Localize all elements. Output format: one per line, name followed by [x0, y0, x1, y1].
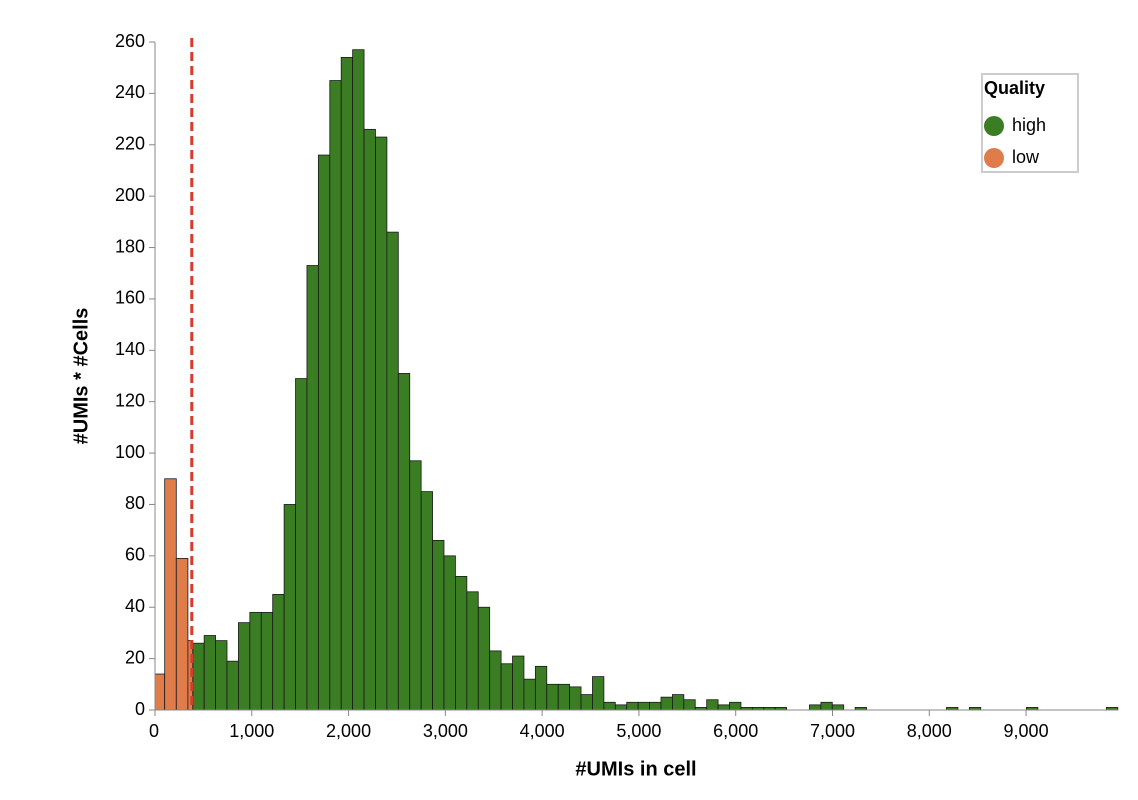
y-tick-label: 80 [125, 493, 145, 513]
y-tick-label: 100 [115, 442, 145, 462]
bar [226, 660, 239, 711]
bar [626, 701, 639, 711]
bar [455, 576, 468, 711]
bar [260, 611, 274, 711]
bar [512, 655, 525, 711]
bar [283, 504, 296, 711]
legend-label: low [1012, 147, 1040, 167]
bar [649, 701, 662, 711]
bar [500, 663, 513, 711]
bar [569, 686, 582, 711]
bar [203, 635, 216, 711]
y-tick-label: 200 [115, 185, 145, 205]
bar [432, 540, 445, 711]
y-tick-label: 0 [135, 699, 145, 719]
bar [614, 704, 628, 711]
x-tick-label: 8,000 [907, 721, 952, 741]
x-tick-label: 2,000 [326, 721, 371, 741]
bar [706, 699, 719, 711]
bar [340, 57, 354, 711]
bar [215, 640, 228, 711]
x-tick-label: 9,000 [1004, 721, 1049, 741]
bar [164, 478, 177, 711]
bar [489, 650, 502, 711]
y-tick-label: 160 [115, 288, 145, 308]
x-tick-label: 0 [149, 721, 159, 741]
bar [420, 491, 433, 711]
x-tick-label: 6,000 [713, 721, 758, 741]
x-axis-title: #UMIs in cell [575, 758, 696, 780]
legend-title: Quality [984, 78, 1045, 98]
bar [409, 460, 422, 711]
bar [523, 678, 536, 711]
bar [831, 704, 845, 711]
y-tick-label: 260 [115, 31, 145, 51]
y-tick-label: 120 [115, 390, 145, 410]
bar [683, 699, 696, 711]
bar [534, 665, 548, 711]
bar [238, 622, 251, 711]
legend-swatch [984, 148, 1004, 168]
bar [660, 696, 673, 711]
bar [397, 373, 411, 711]
bar [546, 683, 559, 711]
bar [603, 701, 616, 711]
y-tick-label: 220 [115, 134, 145, 154]
y-tick-label: 60 [125, 545, 145, 565]
bar [154, 673, 166, 711]
y-tick-label: 20 [125, 647, 145, 667]
bar [329, 80, 342, 711]
y-tick-label: 240 [115, 82, 145, 102]
bar [443, 555, 456, 711]
bar [363, 128, 376, 711]
x-tick-label: 5,000 [616, 721, 661, 741]
bar [477, 606, 491, 711]
x-tick-label: 3,000 [423, 721, 468, 741]
y-tick-label: 40 [125, 596, 145, 616]
bar [672, 694, 685, 711]
bar [249, 611, 262, 711]
legend-swatch [984, 116, 1004, 136]
bar [820, 701, 833, 711]
bar [306, 265, 319, 711]
bar [729, 701, 742, 711]
legend-label: high [1012, 115, 1046, 135]
bar [466, 591, 479, 711]
bar [592, 676, 605, 711]
bar [352, 49, 365, 711]
bar [717, 704, 730, 711]
bar [375, 136, 388, 711]
bar [580, 694, 593, 711]
bar [295, 378, 308, 711]
y-tick-label: 140 [115, 339, 145, 359]
x-tick-label: 1,000 [229, 721, 274, 741]
bar [557, 683, 571, 711]
bar [192, 642, 205, 711]
bar [386, 231, 399, 711]
bar [317, 154, 331, 711]
x-tick-label: 4,000 [520, 721, 565, 741]
x-tick-label: 7,000 [810, 721, 855, 741]
bar [272, 593, 285, 711]
y-axis-title: #UMIs * #Cells [70, 308, 92, 445]
bar [809, 704, 822, 711]
y-tick-label: 180 [115, 236, 145, 256]
bar [175, 558, 189, 711]
bar [637, 701, 650, 711]
